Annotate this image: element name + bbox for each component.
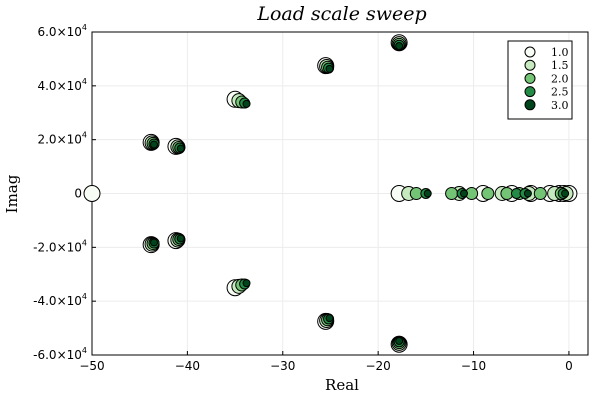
y-tick-mantissa: -4.0×10 xyxy=(33,294,82,308)
data-points xyxy=(83,34,578,353)
data-point xyxy=(395,337,404,346)
y-tick-exponent: 4 xyxy=(82,23,87,32)
y-tick-exponent: 4 xyxy=(82,292,87,301)
y-tick-exponent: 4 xyxy=(82,131,87,140)
data-point xyxy=(460,189,468,198)
legend-label: 1.0 xyxy=(551,46,569,59)
legend-box xyxy=(507,40,573,120)
legend-label: 2.0 xyxy=(551,72,569,85)
y-tick-label: 4.0×104 xyxy=(37,77,87,93)
data-point xyxy=(481,187,495,200)
legend-label: 1.5 xyxy=(551,59,569,72)
data-point xyxy=(325,314,334,323)
data-point xyxy=(150,238,158,247)
x-tick-label: −40 xyxy=(175,359,200,373)
data-point xyxy=(242,99,251,108)
y-tick-label: -4.0×104 xyxy=(33,292,87,308)
data-point xyxy=(150,140,158,149)
legend-marker xyxy=(524,59,536,71)
x-axis-label: Real xyxy=(325,376,359,394)
legend-marker xyxy=(524,99,536,111)
x-tick-label: −30 xyxy=(270,359,295,373)
y-tick-mantissa: 2.0×10 xyxy=(37,133,81,147)
y-tick-exponent: 4 xyxy=(82,77,87,86)
data-point xyxy=(83,185,101,202)
data-point xyxy=(561,189,570,198)
legend-label: 3.0 xyxy=(551,99,569,112)
x-axis-ticks: −50 −40 −30 −20 −10 0 xyxy=(79,351,573,373)
legend-marker xyxy=(524,72,536,84)
data-point xyxy=(176,234,185,243)
data-point xyxy=(523,189,532,198)
y-tick-exponent: 4 xyxy=(82,238,87,247)
legend-marker xyxy=(524,86,536,98)
y-tick-label: 6.0×104 xyxy=(37,23,87,39)
y-tick-mantissa: -6.0×10 xyxy=(33,348,82,362)
y-tick-mantissa: -2.0×10 xyxy=(33,240,82,254)
y-axis-label: Imag xyxy=(3,174,21,213)
x-tick-label: −10 xyxy=(461,359,486,373)
y-tick-exponent: 4 xyxy=(82,346,87,355)
data-point xyxy=(445,187,459,200)
data-point xyxy=(533,187,547,200)
data-point xyxy=(325,64,334,73)
y-axis-ticks: -6.0×104-4.0×104-2.0×10402.0×1044.0×1046… xyxy=(33,23,96,362)
data-point xyxy=(176,144,185,153)
y-tick-mantissa: 6.0×10 xyxy=(37,25,81,39)
x-tick-label: 0 xyxy=(565,359,573,373)
y-tick-label: -6.0×104 xyxy=(33,346,87,362)
chart-title: Load scale sweep xyxy=(256,3,426,25)
y-tick-mantissa: 4.0×10 xyxy=(37,79,81,93)
y-tick-label: 0 xyxy=(74,187,82,201)
legend: 1.01.52.02.53.0 xyxy=(507,40,573,120)
data-point xyxy=(423,189,432,198)
legend-label: 2.5 xyxy=(551,86,569,99)
y-tick-label: 2.0×104 xyxy=(37,131,87,147)
data-point xyxy=(395,41,404,50)
x-tick-label: −50 xyxy=(79,359,104,373)
legend-marker xyxy=(524,46,536,58)
x-tick-label: −20 xyxy=(365,359,390,373)
data-point xyxy=(242,279,251,288)
y-tick-label: -2.0×104 xyxy=(33,238,87,254)
